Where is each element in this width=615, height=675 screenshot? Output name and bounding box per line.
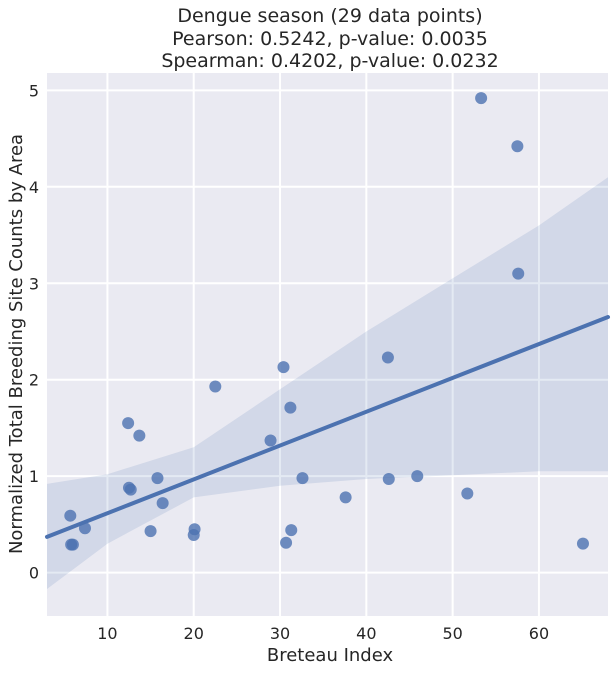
data-point xyxy=(576,537,589,550)
data-point xyxy=(124,483,137,496)
data-point xyxy=(277,361,290,374)
data-point xyxy=(285,524,298,537)
y-tick-label: 2 xyxy=(29,371,39,390)
data-point xyxy=(511,140,524,153)
x-tick-label: 50 xyxy=(442,624,462,643)
data-point xyxy=(461,487,474,500)
chart-title-line-2: Pearson: 0.5242, p-value: 0.0035 xyxy=(172,28,488,50)
data-point xyxy=(188,523,201,536)
data-point xyxy=(133,429,146,442)
data-point xyxy=(381,351,394,364)
data-point xyxy=(512,267,525,280)
data-point xyxy=(475,92,488,105)
chart-title-line-3: Spearman: 0.4202, p-value: 0.0232 xyxy=(161,50,498,72)
x-tick-label: 60 xyxy=(529,624,549,643)
data-point xyxy=(78,522,91,535)
data-point xyxy=(64,509,77,522)
chart-title-line-1: Dengue season (29 data points) xyxy=(177,5,482,27)
data-point xyxy=(209,380,222,393)
x-axis-label: Breteau Index xyxy=(267,645,394,666)
data-point xyxy=(264,434,277,447)
x-tick-label: 10 xyxy=(97,624,117,643)
data-point xyxy=(339,491,352,504)
data-point xyxy=(144,525,157,538)
x-tick-labels: 10 20 30 40 50 60 xyxy=(97,624,549,643)
x-tick-label: 20 xyxy=(184,624,204,643)
data-point xyxy=(284,401,297,414)
x-tick-label: 30 xyxy=(270,624,290,643)
regression-line xyxy=(45,315,610,539)
data-point xyxy=(156,497,169,510)
y-tick-label: 4 xyxy=(29,178,39,197)
plot-background xyxy=(47,73,608,616)
x-tick-label: 40 xyxy=(356,624,376,643)
y-tick-label: 1 xyxy=(29,467,39,486)
confidence-band xyxy=(47,177,608,589)
data-point xyxy=(151,472,164,485)
grid-lines xyxy=(47,73,608,616)
data-point xyxy=(296,472,309,485)
y-tick-labels: 0 1 2 3 4 5 xyxy=(29,81,39,582)
y-tick-label: 5 xyxy=(29,81,39,100)
y-axis-label: Normalized Total Breeding Site Counts by… xyxy=(6,134,27,554)
data-point xyxy=(122,417,135,430)
y-tick-label: 3 xyxy=(29,274,39,293)
data-point xyxy=(280,536,293,549)
data-point xyxy=(382,473,395,486)
data-point xyxy=(66,538,79,551)
data-points xyxy=(64,92,589,551)
data-point xyxy=(411,470,424,483)
y-tick-label: 0 xyxy=(29,564,39,583)
